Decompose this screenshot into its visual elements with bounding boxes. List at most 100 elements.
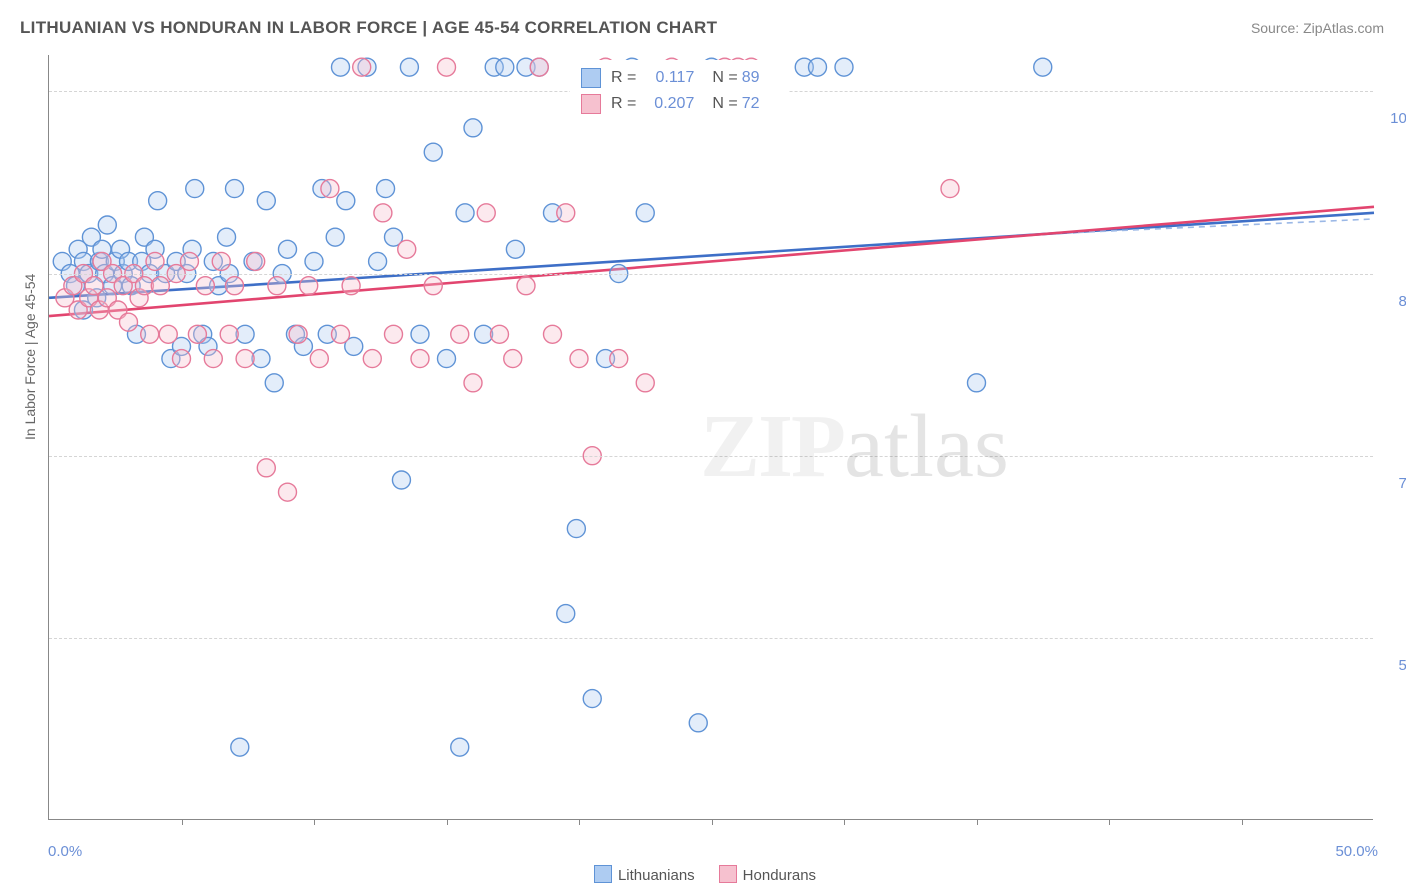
data-point [180, 252, 198, 270]
data-point [968, 374, 986, 392]
data-point [196, 277, 214, 295]
data-point [451, 325, 469, 343]
data-point [377, 180, 395, 198]
r-label: R = [611, 69, 636, 87]
data-point [369, 252, 387, 270]
data-point [226, 277, 244, 295]
data-point [941, 180, 959, 198]
data-point [257, 459, 275, 477]
data-point [1034, 58, 1052, 76]
x-tick [844, 819, 845, 825]
data-point [289, 325, 307, 343]
data-point [363, 350, 381, 368]
data-point [835, 58, 853, 76]
correlation-stats-box: R =0.117 N = 89 R =0.207N =72 [570, 60, 788, 124]
data-point [231, 738, 249, 756]
chart-title: LITHUANIAN VS HONDURAN IN LABOR FORCE | … [20, 18, 717, 38]
data-point [120, 313, 138, 331]
data-point [353, 58, 371, 76]
data-point [279, 483, 297, 501]
data-point [530, 58, 548, 76]
data-point [544, 325, 562, 343]
data-point [557, 204, 575, 222]
data-point [392, 471, 410, 489]
data-point [236, 350, 254, 368]
x-tick [579, 819, 580, 825]
source-link[interactable]: ZipAtlas.com [1303, 20, 1384, 36]
data-point [385, 325, 403, 343]
data-point [583, 690, 601, 708]
legend-label: Lithuanians [618, 867, 695, 884]
r-value: 0.117 [640, 69, 694, 87]
data-point [464, 119, 482, 137]
data-point [809, 58, 827, 76]
data-point [212, 252, 230, 270]
y-tick-label: 70.0% [1381, 475, 1406, 492]
data-point [451, 738, 469, 756]
data-point [332, 325, 350, 343]
scatter-plot-area: 55.0%70.0%85.0%100.0% [48, 55, 1373, 820]
n-label: N = [712, 69, 737, 87]
source-attribution: Source: ZipAtlas.com [1251, 20, 1384, 36]
data-point [332, 58, 350, 76]
x-axis-min-label: 0.0% [48, 843, 82, 860]
y-tick-label: 85.0% [1381, 293, 1406, 310]
data-point [506, 240, 524, 258]
data-point [400, 58, 418, 76]
data-point [220, 325, 238, 343]
data-point [279, 240, 297, 258]
n-value: 72 [742, 95, 760, 113]
data-point [424, 143, 442, 161]
data-point [247, 252, 265, 270]
data-point [342, 277, 360, 295]
r-value: 0.207 [640, 95, 694, 113]
gridline: 85.0% [49, 274, 1373, 275]
legend-swatch [594, 865, 612, 883]
stats-row: R =0.207N =72 [581, 91, 777, 117]
x-tick [182, 819, 183, 825]
series-swatch [581, 94, 601, 114]
data-point [517, 277, 535, 295]
y-tick-label: 100.0% [1381, 110, 1406, 127]
data-point [159, 325, 177, 343]
data-point [321, 180, 339, 198]
data-point [689, 714, 707, 732]
data-point [496, 58, 514, 76]
data-point [491, 325, 509, 343]
data-point [151, 277, 169, 295]
data-point [186, 180, 204, 198]
data-point [374, 204, 392, 222]
data-point [636, 204, 654, 222]
data-point [218, 228, 236, 246]
data-point [567, 520, 585, 538]
data-point [141, 325, 159, 343]
data-point [557, 605, 575, 623]
data-point [326, 228, 344, 246]
series-swatch [581, 68, 601, 88]
scatter-points-layer [49, 55, 1373, 819]
data-point [188, 325, 206, 343]
stats-row: R =0.117 N = 89 [581, 65, 777, 91]
source-label: Source: [1251, 20, 1303, 36]
data-point [146, 252, 164, 270]
data-point [204, 350, 222, 368]
gridline: 55.0% [49, 638, 1373, 639]
gridline: 70.0% [49, 456, 1373, 457]
data-point [570, 350, 588, 368]
data-point [424, 277, 442, 295]
legend-label: Hondurans [743, 867, 816, 884]
x-tick [977, 819, 978, 825]
data-point [257, 192, 275, 210]
y-axis-title: In Labor Force | Age 45-54 [22, 274, 38, 440]
data-point [438, 350, 456, 368]
y-tick-label: 55.0% [1381, 657, 1406, 674]
data-point [636, 374, 654, 392]
x-tick [712, 819, 713, 825]
data-point [173, 350, 191, 368]
x-tick [314, 819, 315, 825]
data-point [300, 277, 318, 295]
n-value: 89 [742, 69, 760, 87]
series-legend: Lithuanians Hondurans [0, 865, 1406, 884]
data-point [398, 240, 416, 258]
x-tick [1109, 819, 1110, 825]
